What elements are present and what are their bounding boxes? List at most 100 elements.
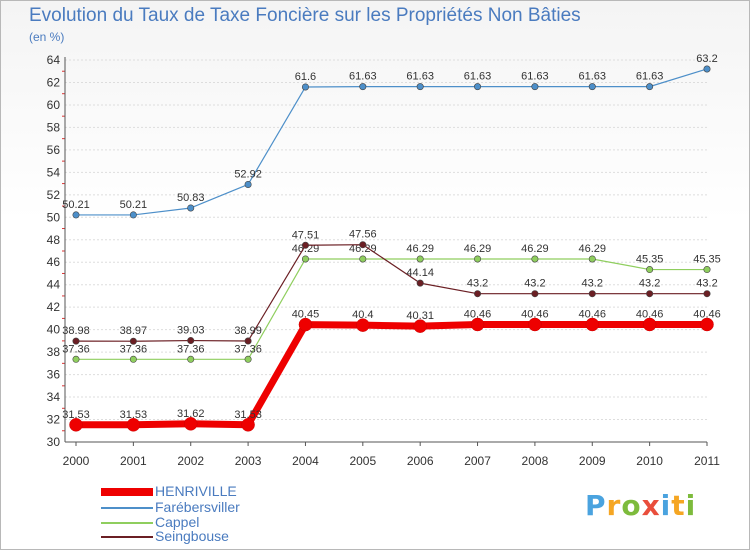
- logo-letter: P: [585, 489, 607, 522]
- data-point-farbersviller: [187, 204, 195, 212]
- data-label-seingbouse: 38.98: [62, 325, 90, 337]
- data-point-farbersviller: [474, 83, 482, 91]
- data-point-cappel: [244, 355, 252, 363]
- y-tick-label: 60: [47, 98, 61, 112]
- series-line-cappel: [76, 258, 707, 360]
- data-label-farbersviller: 50.83: [177, 192, 205, 204]
- y-tick-label: 48: [47, 233, 61, 247]
- y-tick-label: 38: [47, 345, 61, 359]
- data-label-henriville: 40.45: [292, 309, 320, 321]
- logo-letter: i: [685, 489, 697, 522]
- data-label-farbersviller: 61.63: [521, 71, 549, 83]
- y-tick-label: 54: [47, 165, 61, 179]
- data-point-henriville: [528, 317, 542, 332]
- chart-title: Evolution du Taux de Taxe Foncière sur l…: [29, 5, 581, 26]
- data-label-henriville: 31.53: [62, 409, 90, 421]
- data-point-farbersviller: [703, 65, 711, 73]
- data-label-cappel: 46.29: [349, 243, 377, 255]
- y-tick-label: 34: [47, 390, 61, 404]
- data-label-cappel: 37.36: [120, 343, 148, 355]
- y-tick-label: 44: [47, 278, 61, 292]
- data-point-henriville: [69, 418, 83, 432]
- x-tick-label: 2006: [407, 454, 434, 468]
- data-label-henriville: 31.53: [120, 409, 148, 421]
- logo-letter: o: [621, 489, 642, 522]
- x-tick-label: 2007: [464, 454, 491, 468]
- x-tick-label: 2008: [522, 454, 549, 468]
- data-label-seingbouse: 47.51: [292, 229, 320, 241]
- data-label-cappel: 37.36: [234, 343, 262, 355]
- data-point-farbersviller: [301, 83, 309, 91]
- logo-letter: i: [660, 489, 672, 522]
- data-label-farbersviller: 61.63: [636, 71, 664, 83]
- data-point-seingbouse: [187, 337, 195, 345]
- data-label-seingbouse: 38.99: [234, 325, 262, 337]
- data-point-cappel: [301, 255, 309, 263]
- x-tick-label: 2003: [235, 454, 262, 468]
- y-tick-label: 50: [47, 210, 61, 224]
- data-point-farbersviller: [359, 83, 367, 91]
- data-point-henriville: [700, 317, 714, 332]
- x-tick-label: 2000: [63, 454, 90, 468]
- data-label-seingbouse: 43.2: [524, 278, 545, 290]
- data-label-cappel: 46.29: [579, 243, 607, 255]
- data-label-farbersviller: 63.2: [696, 53, 717, 65]
- series-line-henriville: [76, 320, 707, 429]
- data-label-henriville: 40.46: [579, 308, 607, 320]
- data-point-seingbouse: [416, 279, 424, 287]
- data-point-farbersviller: [531, 83, 539, 91]
- logo-letter: x: [641, 489, 661, 522]
- data-point-henriville: [241, 418, 255, 432]
- data-label-seingbouse: 43.2: [639, 278, 660, 290]
- data-label-seingbouse: 38.97: [120, 325, 148, 337]
- data-point-cappel: [359, 255, 367, 263]
- data-point-seingbouse: [646, 290, 654, 298]
- y-tick-label: 52: [47, 188, 61, 202]
- data-point-cappel: [531, 255, 539, 263]
- data-label-henriville: 40.31: [406, 310, 434, 322]
- data-point-seingbouse: [301, 241, 309, 249]
- data-point-cappel: [187, 355, 195, 363]
- data-point-cappel: [588, 255, 596, 263]
- data-point-seingbouse: [474, 290, 482, 298]
- data-label-seingbouse: 47.56: [349, 229, 377, 241]
- data-point-seingbouse: [129, 337, 137, 345]
- data-label-farbersviller: 61.63: [464, 71, 492, 83]
- x-tick-label: 2004: [292, 454, 319, 468]
- data-point-seingbouse: [359, 241, 367, 249]
- data-label-cappel: 45.35: [693, 254, 721, 266]
- data-label-cappel: 46.29: [292, 243, 320, 255]
- x-tick-label: 2010: [636, 454, 663, 468]
- data-label-cappel: 37.36: [62, 343, 90, 355]
- legend-swatch-henriville: [101, 488, 153, 496]
- legend-label-farebersviller: Farébersviller: [155, 499, 240, 515]
- y-tick-label: 46: [47, 255, 61, 269]
- data-point-seingbouse: [703, 290, 711, 298]
- legend-label-cappel: Cappel: [155, 514, 200, 530]
- y-tick-label: 40: [47, 323, 61, 337]
- data-label-farbersviller: 61.63: [349, 71, 377, 83]
- proxiti-logo: Proxiti: [585, 489, 696, 522]
- data-point-seingbouse: [244, 337, 252, 345]
- data-point-seingbouse: [72, 337, 80, 345]
- data-label-henriville: 40.4: [352, 309, 373, 321]
- data-point-cappel: [474, 255, 482, 263]
- data-label-henriville: 40.46: [521, 308, 549, 320]
- data-point-henriville: [642, 317, 657, 332]
- legend-swatch-farebersviller: [101, 507, 153, 509]
- data-point-farbersviller: [72, 211, 80, 219]
- data-point-henriville: [126, 418, 141, 432]
- y-tick-label: 62: [47, 75, 61, 89]
- x-tick-label: 2001: [120, 454, 147, 468]
- data-point-henriville: [585, 317, 600, 332]
- data-point-farbersviller: [646, 83, 654, 91]
- y-tick-label: 56: [47, 143, 61, 157]
- data-point-cappel: [703, 266, 711, 274]
- data-point-seingbouse: [531, 290, 539, 298]
- logo-letter: t: [671, 489, 686, 522]
- y-tick-label: 32: [47, 413, 61, 427]
- data-label-farbersviller: 52.92: [234, 168, 262, 180]
- legend-label-henriville: HENRIVILLE: [155, 483, 237, 499]
